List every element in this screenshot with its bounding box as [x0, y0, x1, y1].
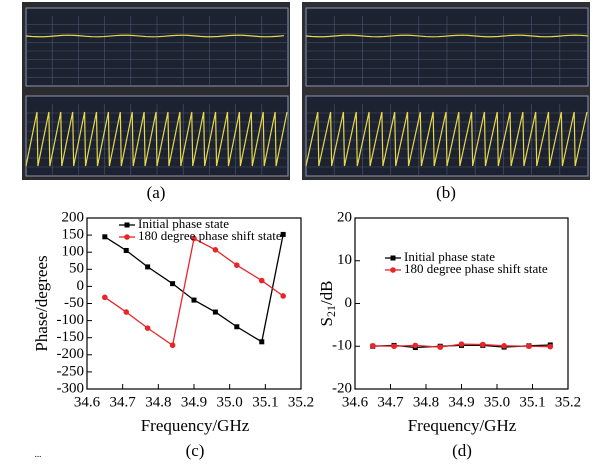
marker [170, 281, 176, 287]
photo-label: (a) [147, 183, 166, 202]
x-tick-label: 34.9 [181, 394, 207, 410]
y-tick-label: -10 [332, 338, 352, 354]
marker [212, 309, 218, 315]
marker [369, 343, 376, 349]
y-tick-label: -100 [57, 312, 85, 328]
x-tick-label: 35.1 [519, 394, 545, 410]
x-axis-label: Frequency/GHz [408, 416, 517, 435]
scope-trace [25, 34, 285, 38]
x-tick-label: 35.2 [555, 394, 581, 410]
y-axis-label-unit: /dB [317, 280, 336, 305]
marker [391, 343, 397, 350]
marker [547, 343, 554, 350]
marker [412, 342, 419, 349]
marker [102, 234, 108, 240]
marker [191, 235, 197, 242]
y-axis-label: S21/dB [317, 280, 338, 326]
y-tick-label: -200 [57, 346, 85, 362]
y-tick-label: -20 [332, 380, 352, 396]
legend-marker [124, 222, 130, 228]
y-tick-label: -150 [57, 329, 85, 345]
y-axis-label-base: S [317, 317, 336, 326]
marker [102, 294, 108, 301]
legend-label: Initial phase state [138, 216, 229, 231]
y-tick-label: 50 [69, 261, 84, 277]
x-tick-label: 34.6 [74, 394, 101, 410]
y-tick-label: -50 [64, 295, 84, 311]
marker [480, 341, 486, 348]
y-axis-label: Phase/degrees [32, 255, 51, 351]
marker [191, 297, 197, 303]
marker [145, 264, 151, 270]
caption: (c) [186, 441, 205, 460]
scope-traces [25, 7, 589, 177]
legend-marker [124, 234, 130, 240]
corner-mark: ... [35, 449, 42, 459]
legend-marker [390, 255, 396, 261]
y-tick-label: 10 [337, 252, 352, 268]
y-axis-label-sub: 21 [324, 305, 338, 317]
x-tick-label: 35.0 [484, 394, 510, 410]
y-tick-label: 150 [62, 227, 85, 243]
x-tick-label: 35.0 [217, 394, 243, 410]
scope-trace [25, 111, 288, 167]
marker [144, 325, 151, 331]
y-tick-label: 0 [345, 295, 353, 311]
y-tick-label: -300 [57, 380, 85, 396]
marker [258, 277, 265, 284]
legend-label: 180 degree phase shift state [404, 261, 548, 276]
scope-trace [305, 111, 588, 167]
marker [458, 341, 465, 347]
plot-frame [354, 217, 569, 390]
x-tick-label: 34.7 [377, 394, 404, 410]
scope-trace [305, 34, 589, 38]
marker [212, 247, 219, 253]
x-tick-label: 34.9 [448, 394, 474, 410]
y-tick-label: -250 [57, 363, 85, 379]
series-line [104, 234, 284, 343]
y-tick-label: 200 [62, 209, 85, 225]
marker [280, 231, 286, 237]
legend-label: Initial phase state [404, 249, 495, 264]
x-tick-label: 35.1 [252, 394, 278, 410]
marker [526, 343, 532, 350]
marker [280, 293, 286, 299]
marker [437, 344, 444, 350]
marker [169, 342, 176, 349]
photo-label: (b) [436, 183, 456, 202]
y-tick-label: 0 [77, 278, 85, 294]
legend-label: 180 degree phase shift state [138, 228, 282, 243]
marker [259, 339, 265, 345]
marker [234, 324, 240, 330]
marker [123, 309, 130, 315]
x-tick-label: 34.7 [110, 394, 137, 410]
legend-marker [390, 267, 396, 273]
y-tick-label: 100 [62, 244, 85, 260]
x-axis-label: Frequency/GHz [141, 416, 250, 435]
x-tick-label: 34.8 [145, 394, 171, 410]
marker [501, 343, 507, 349]
x-tick-label: 34.6 [342, 394, 369, 410]
marker [123, 247, 129, 253]
x-tick-label: 34.8 [413, 394, 439, 410]
y-tick-label: 20 [337, 209, 352, 225]
marker [234, 262, 240, 268]
x-tick-label: 35.2 [288, 394, 314, 410]
caption: (d) [452, 441, 472, 460]
